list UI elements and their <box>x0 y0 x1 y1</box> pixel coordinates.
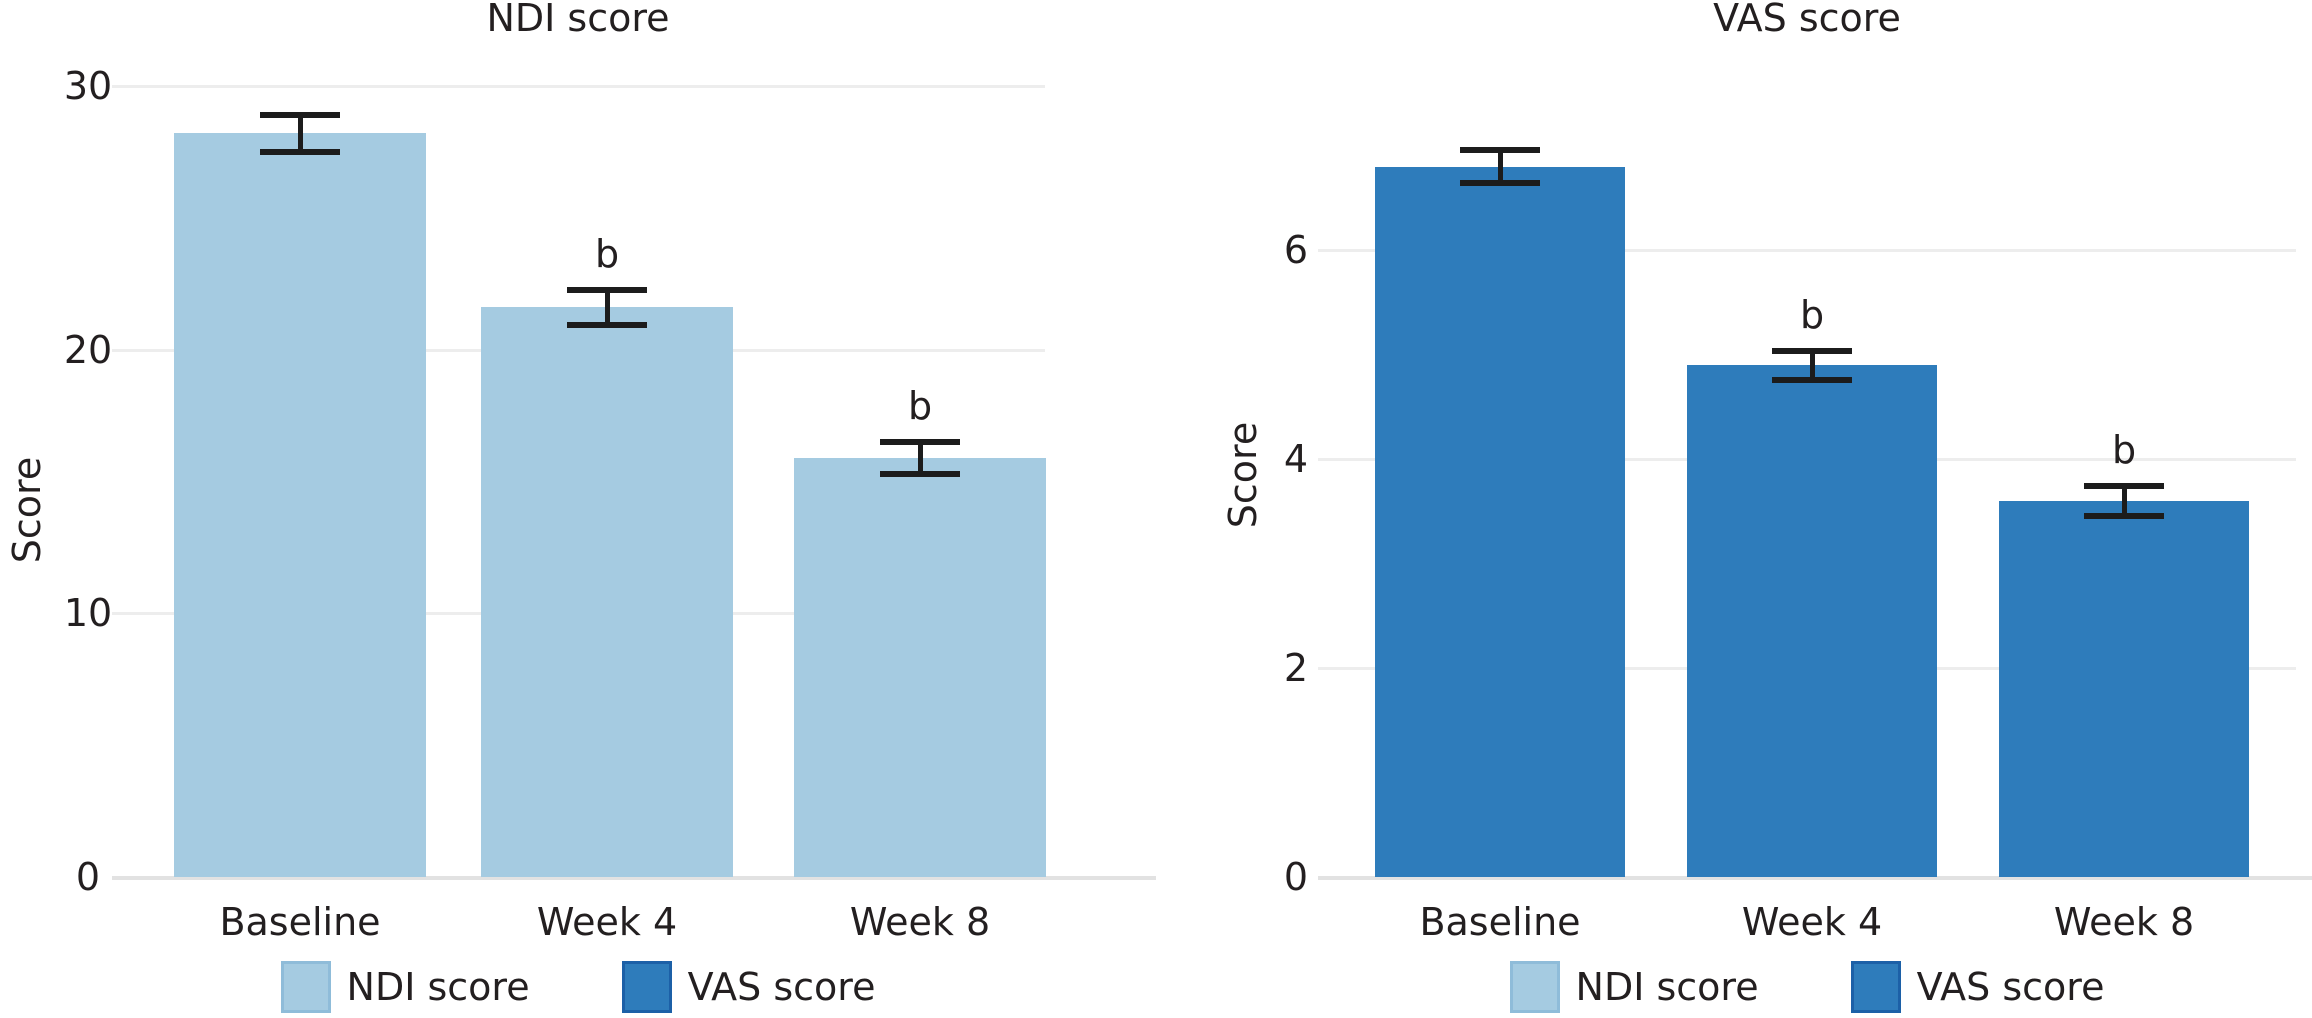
bar-baseline <box>174 133 426 877</box>
error-bar-cap-top <box>1460 147 1540 154</box>
x-axis-line <box>112 876 1156 880</box>
x-tick-label-baseline: Baseline <box>1419 900 1581 944</box>
bar-annotation: b <box>907 383 933 428</box>
legend-swatch-vas <box>621 961 672 1013</box>
error-bar-line <box>1809 350 1815 380</box>
bar-week-4 <box>1687 365 1937 877</box>
x-tick-label-week-4: Week 4 <box>536 900 678 944</box>
chart-panel-vas: VAS score Score 0 2 4 6 Baseline b Week 4 b Week… <box>1156 0 2312 1018</box>
error-bar-cap-top <box>2084 483 2164 490</box>
error-bar-cap-bottom <box>2084 512 2164 519</box>
x-tick-label-baseline: Baseline <box>219 900 381 944</box>
legend-item-ndi-score: NDI score <box>280 961 530 1013</box>
gridline-6 <box>1318 249 2296 253</box>
legend-item-vas-score: VAS score <box>621 961 876 1013</box>
legend-vas: NDI score VAS score <box>1357 958 2257 1016</box>
y-tick-label-4: 4 <box>1283 437 1309 482</box>
error-bar-line <box>2121 486 2127 516</box>
error-bar-cap-top <box>260 111 340 118</box>
legend-swatch-vas <box>1850 961 1901 1013</box>
bar-week-8 <box>1999 500 2249 877</box>
error-bar-cap-bottom <box>1772 376 1852 383</box>
error-bar-cap-top <box>880 438 960 445</box>
legend-label-vas: VAS score <box>687 965 876 1009</box>
error-bar-line <box>297 114 303 152</box>
chart-title-ndi: NDI score <box>486 0 670 40</box>
legend-item-vas-score: VAS score <box>1850 961 2105 1013</box>
y-tick-label-0: 0 <box>1283 855 1309 899</box>
error-bar-line <box>917 441 923 474</box>
error-bar-line <box>1497 150 1503 184</box>
bar-week-4 <box>481 307 733 877</box>
gridline-30 <box>112 84 1045 88</box>
error-bar-cap-bottom <box>880 470 960 477</box>
bar-annotation: b <box>1799 292 1825 337</box>
bar-week-8 <box>794 457 1046 877</box>
legend-label-vas: VAS score <box>1916 965 2105 1009</box>
error-bar-cap-top <box>567 287 647 294</box>
error-bar-cap-top <box>1772 347 1852 354</box>
chart-panel-ndi: NDI score Score 0 10 20 30 Baseline b Week 4 b W… <box>5 0 1156 1016</box>
x-axis-line <box>1318 876 2312 880</box>
legend-label-ndi: NDI score <box>346 965 530 1009</box>
bar-baseline <box>1375 166 1625 877</box>
legend-ndi: NDI score VAS score <box>128 958 1028 1016</box>
chart-title-vas: VAS score <box>1713 0 1901 40</box>
y-tick-label-30: 30 <box>63 63 113 108</box>
error-bar-cap-bottom <box>567 321 647 328</box>
legend-swatch-ndi <box>1509 961 1560 1013</box>
legend-item-ndi-score: NDI score <box>1509 961 1759 1013</box>
error-bar-cap-bottom <box>1460 180 1540 187</box>
y-tick-label-10: 10 <box>63 591 113 636</box>
y-tick-label-2: 2 <box>1283 646 1309 691</box>
y-tick-label-6: 6 <box>1283 228 1309 273</box>
x-tick-label-week-8: Week 8 <box>849 900 991 944</box>
bar-annotation: b <box>594 232 620 277</box>
bar-annotation: b <box>2111 428 2137 473</box>
x-tick-label-week-8: Week 8 <box>2053 900 2195 944</box>
y-tick-label-20: 20 <box>63 327 113 372</box>
legend-label-ndi: NDI score <box>1575 965 1759 1009</box>
error-bar-line <box>604 290 610 325</box>
legend-swatch-ndi <box>280 961 331 1013</box>
error-bar-cap-bottom <box>260 148 340 155</box>
y-axis-label-ndi: Score <box>5 456 49 564</box>
x-tick-label-week-4: Week 4 <box>1741 900 1883 944</box>
y-tick-label-0: 0 <box>75 855 101 899</box>
